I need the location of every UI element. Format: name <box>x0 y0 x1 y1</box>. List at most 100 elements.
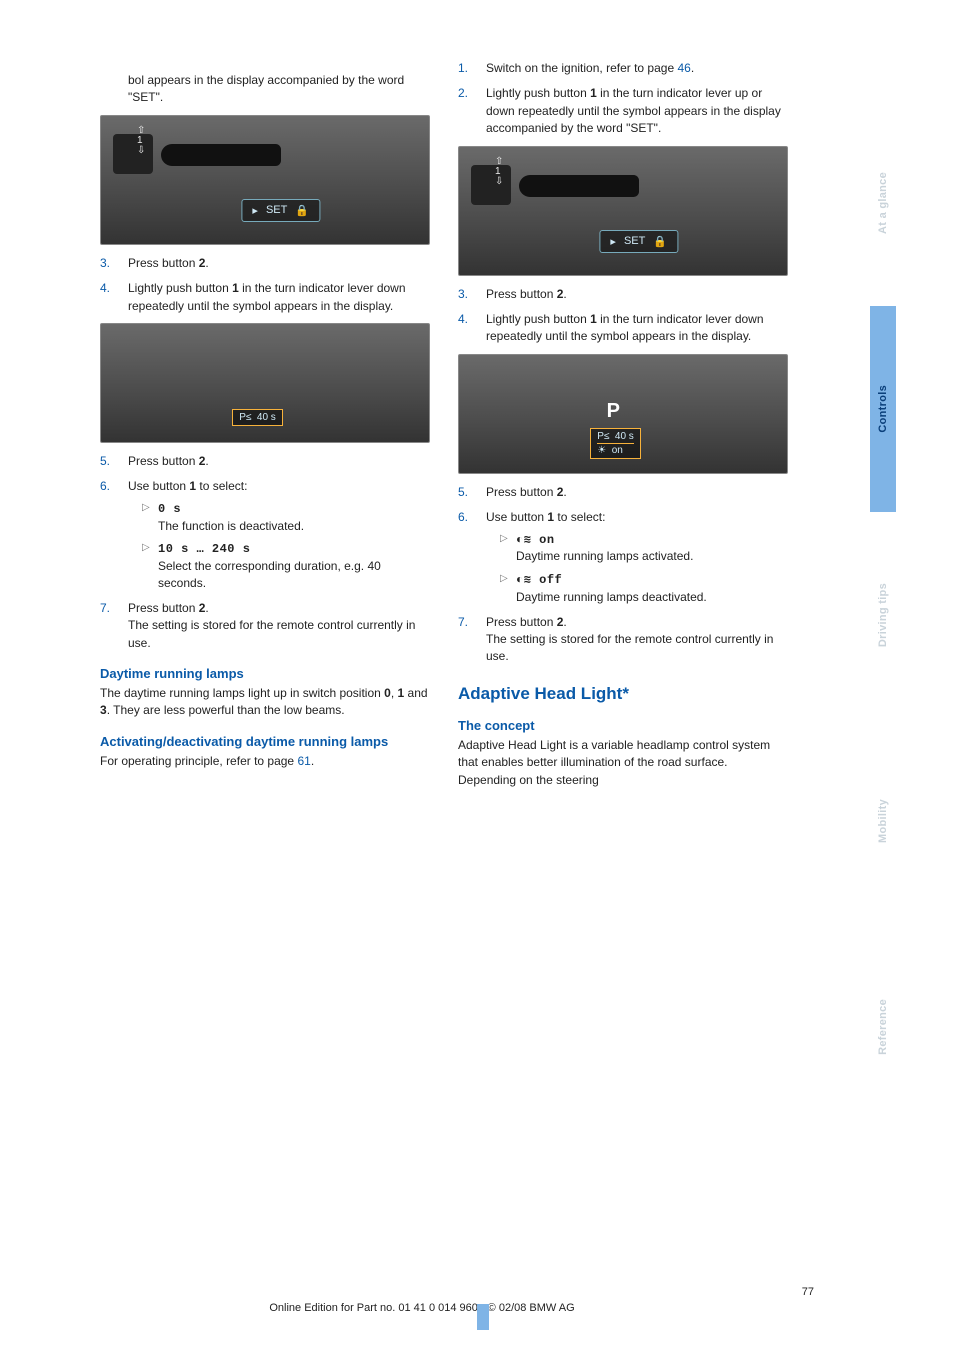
step-5: 5. Press button 2. <box>100 453 430 470</box>
step-number: 7. <box>100 600 110 617</box>
option-drl-off: ◐≋ off Daytime running lamps deactivated… <box>500 571 788 606</box>
page-footer: 77 Online Edition for Part no. 01 41 0 0… <box>0 1286 844 1314</box>
drl-text: and <box>404 686 427 700</box>
right-steps-2: 3. Press button 2. 4. Lightly push butto… <box>458 286 788 346</box>
step-text-tail: to select: <box>554 510 605 524</box>
step-text: Press button <box>128 256 199 270</box>
continuation-text: bol appears in the display accompanied b… <box>128 72 430 107</box>
figure-duration-display-left: P≤ 40 s <box>100 323 430 443</box>
act-text: For operating principle, refer to page <box>100 754 297 768</box>
drl-panel-bot: on <box>612 445 623 456</box>
tab-mobility[interactable]: Mobility <box>870 718 896 924</box>
step-7-tail: The setting is stored for the remote con… <box>128 617 430 652</box>
step-6-sublist: 0 s The function is deactivated. 10 s … … <box>128 500 430 592</box>
p-indicator: P <box>607 400 620 423</box>
option-range-seconds: 10 s … 240 s Select the corresponding du… <box>142 540 430 591</box>
footer-accent-bar <box>477 1304 489 1330</box>
page-link-46[interactable]: 46 <box>677 61 690 75</box>
heading-daytime-running-lamps: Daytime running lamps <box>100 666 430 681</box>
act-body: For operating principle, refer to page 6… <box>100 753 430 770</box>
step-text: Switch on the ignition, refer to page <box>486 61 677 75</box>
step-6: 6. Use button 1 to select: 0 s The funct… <box>100 478 430 591</box>
option-text: The function is deactivated. <box>158 518 430 535</box>
step-number: 3. <box>458 286 468 303</box>
right-steps-1: 1. Switch on the ignition, refer to page… <box>458 60 788 138</box>
dashboard-icon <box>113 134 153 174</box>
left-column: bol appears in the display accompanied b… <box>100 60 430 797</box>
dashboard-icon <box>471 165 511 205</box>
heading-adaptive-head-light: Adaptive Head Light* <box>458 684 788 704</box>
step-text-tail: . <box>205 454 208 468</box>
option-symbol: ◐≋ off <box>516 573 562 587</box>
tab-driving-tips[interactable]: Driving tips <box>870 512 896 718</box>
lever-icon <box>519 175 639 197</box>
switch-pos-3: 3 <box>100 703 107 717</box>
step-text: Use button <box>128 479 189 493</box>
step-5: 5. Press button 2. <box>458 484 788 501</box>
step-4: 4. Lightly push button 1 in the turn ind… <box>100 280 430 315</box>
step-3: 3. Press button 2. <box>100 255 430 272</box>
step-text: Press button <box>486 485 557 499</box>
step-text: Press button <box>486 615 557 629</box>
duration-panel: P≤ 40 s <box>232 409 283 426</box>
play-icon: ▸ <box>610 235 616 248</box>
drl-text: . They are less powerful than the low be… <box>107 703 345 717</box>
step-7-tail: The setting is stored for the remote con… <box>486 631 788 666</box>
tab-label: Driving tips <box>877 583 889 647</box>
step-number: 5. <box>458 484 468 501</box>
button-ref: 1 <box>590 312 597 326</box>
step-4: 4. Lightly push button 1 in the turn ind… <box>458 311 788 346</box>
step-7: 7. Press button 2. The setting is stored… <box>458 614 788 666</box>
step-text-tail: . <box>563 287 566 301</box>
tab-label: Mobility <box>877 799 889 843</box>
concept-body: Adaptive Head Light is a variable headla… <box>458 737 788 789</box>
page-link-61[interactable]: 61 <box>297 754 310 768</box>
drl-panel: P≤ 40 s ☀ on <box>590 428 641 459</box>
step-number: 6. <box>100 478 110 495</box>
switch-pos-0: 0 <box>384 686 391 700</box>
step-number: 7. <box>458 614 468 631</box>
tab-at-a-glance[interactable]: At a glance <box>870 100 896 306</box>
step-6: 6. Use button 1 to select: ◐≋ on Daytime… <box>458 509 788 606</box>
lock-icon: 🔒 <box>653 235 667 248</box>
step-text-tail: . <box>205 256 208 270</box>
lock-icon: 🔒 <box>295 204 309 217</box>
footer-text: Online Edition for Part no. 01 41 0 014 … <box>0 1302 844 1314</box>
step-number: 5. <box>100 453 110 470</box>
option-text: Daytime running lamps deactivated. <box>516 589 788 606</box>
left-steps-1: 3. Press button 2. 4. Lightly push butto… <box>100 255 430 315</box>
heading-the-concept: The concept <box>458 718 788 733</box>
tab-controls[interactable]: Controls <box>870 306 896 512</box>
set-label: SET <box>266 204 287 216</box>
step-text-tail: . <box>205 601 208 615</box>
figure-set-display-left: ⇧1⇩ ▸ SET 🔒 <box>100 115 430 245</box>
step-number: 3. <box>100 255 110 272</box>
step-text-tail: . <box>691 61 694 75</box>
step-text: Use button <box>486 510 547 524</box>
step-text-tail: to select: <box>196 479 247 493</box>
tab-label: Reference <box>877 999 889 1055</box>
lever-arrows-icon: ⇧1⇩ <box>137 126 145 156</box>
option-text: Daytime running lamps activated. <box>516 548 788 565</box>
lever-icon <box>161 144 281 166</box>
step-1: 1. Switch on the ignition, refer to page… <box>458 60 788 77</box>
drl-text: The daytime running lamps light up in sw… <box>100 686 384 700</box>
option-symbol: ◐≋ on <box>516 533 555 547</box>
figure-set-display-right: ⇧1⇩ ▸ SET 🔒 <box>458 146 788 276</box>
right-column: 1. Switch on the ignition, refer to page… <box>458 60 788 797</box>
figure-drl-display-right: P P≤ 40 s ☀ on <box>458 354 788 474</box>
option-text: Select the corresponding duration, e.g. … <box>158 558 430 592</box>
tab-reference[interactable]: Reference <box>870 924 896 1130</box>
step-text: Lightly push button <box>486 86 590 100</box>
left-steps-2: 5. Press button 2. 6. Use button 1 to se… <box>100 453 430 652</box>
set-badge: ▸ SET 🔒 <box>599 230 678 253</box>
heading-activating-drl: Activating/deactivating daytime running … <box>100 734 430 749</box>
step-text: Press button <box>128 454 199 468</box>
page-number: 77 <box>0 1286 844 1298</box>
step-number: 6. <box>458 509 468 526</box>
lever-arrows-icon: ⇧1⇩ <box>495 157 503 187</box>
set-badge: ▸ SET 🔒 <box>241 199 320 222</box>
step-text: Press button <box>486 287 557 301</box>
act-text-tail: . <box>311 754 314 768</box>
tab-label: At a glance <box>877 172 889 234</box>
